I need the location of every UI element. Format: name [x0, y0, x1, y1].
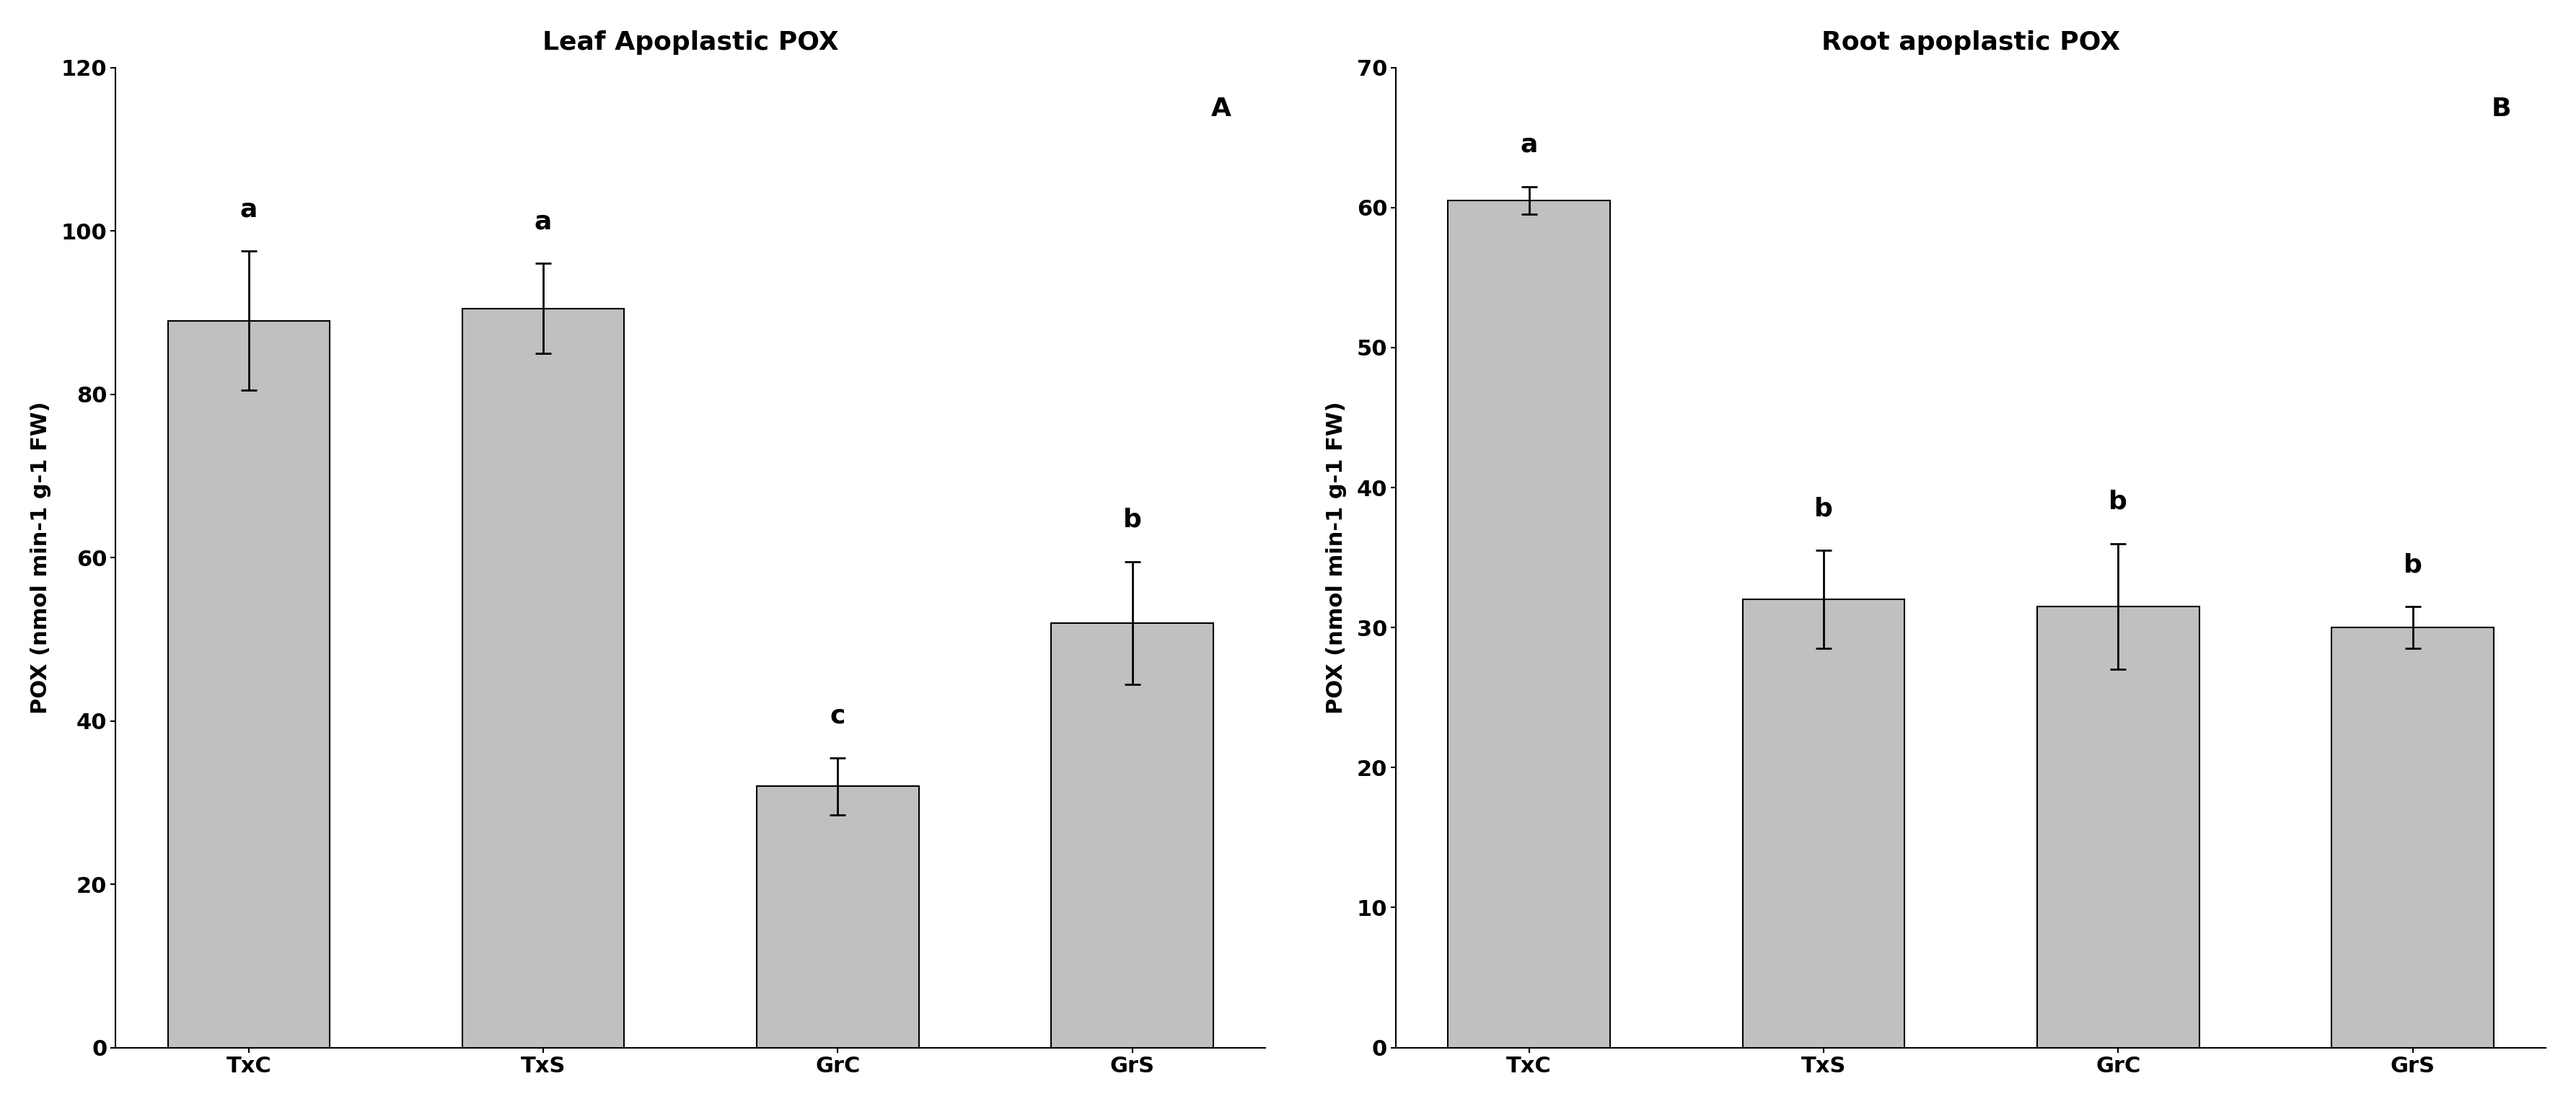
Bar [1051, 623, 1213, 1047]
Text: a: a [1520, 133, 1538, 157]
Text: b: b [1123, 508, 1141, 532]
Bar [1741, 600, 1904, 1047]
Text: B: B [2491, 97, 2512, 122]
Bar [461, 309, 623, 1047]
Title: Leaf Apoplastic POX: Leaf Apoplastic POX [544, 30, 840, 54]
Y-axis label: POX (nmol min-1 g-1 FW): POX (nmol min-1 g-1 FW) [31, 401, 52, 714]
Bar [2331, 628, 2494, 1047]
Y-axis label: POX (nmol min-1 g-1 FW): POX (nmol min-1 g-1 FW) [1327, 401, 1347, 714]
Text: b: b [2403, 552, 2421, 577]
Text: a: a [533, 209, 551, 235]
Text: b: b [1814, 497, 1834, 521]
Text: a: a [240, 197, 258, 221]
Bar [167, 321, 330, 1047]
Bar [757, 786, 920, 1047]
Bar [2038, 607, 2200, 1047]
Text: c: c [829, 704, 845, 728]
Text: b: b [2110, 489, 2128, 514]
Text: A: A [1211, 97, 1231, 122]
Title: Root apoplastic POX: Root apoplastic POX [1821, 30, 2120, 54]
Bar [1448, 200, 1610, 1047]
